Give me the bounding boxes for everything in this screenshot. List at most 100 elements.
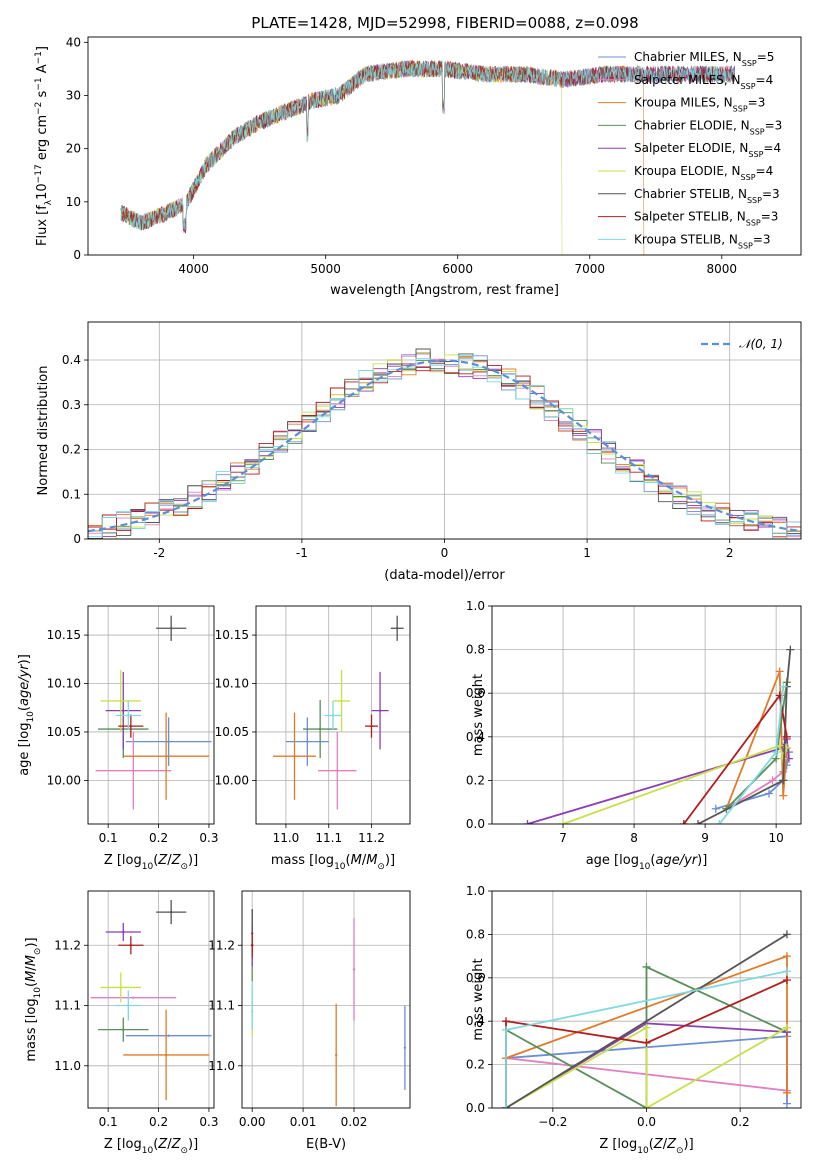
legend-label: Kroupa ELODIE, NSSP=4 xyxy=(634,164,773,182)
x-tick-label: 0.2 xyxy=(731,1115,750,1129)
y-tick-label: 11.0 xyxy=(54,1059,81,1073)
error-bar-point xyxy=(100,972,141,1003)
legend-label-text: Kroupa STELIB, N xyxy=(634,232,738,246)
data-point xyxy=(119,986,122,989)
y-tick-label: 10.05 xyxy=(47,725,81,739)
weight-line xyxy=(505,933,788,1108)
x-tick-label: 0.3 xyxy=(199,1115,218,1129)
y-tick-label: 0.1 xyxy=(62,487,81,501)
data-point xyxy=(127,1004,130,1007)
error-bar-point xyxy=(285,717,329,766)
y-axis-label: mass weight xyxy=(471,674,486,756)
data-point xyxy=(167,740,170,743)
x-tick-label: 11.2 xyxy=(358,831,385,845)
x-tick-label: 0.00 xyxy=(239,1115,266,1129)
legend-label-sub: SSP xyxy=(747,195,762,204)
x-tick-label: 0.2 xyxy=(149,831,168,845)
weight-marker xyxy=(679,820,688,824)
y-axis-label: mass [log10(M/M⊙)] xyxy=(24,937,43,1061)
label-part: ( xyxy=(650,853,655,868)
y-tick-label: 11.0 xyxy=(208,1059,235,1073)
error-bar-point xyxy=(100,669,141,732)
label-part: Z xyxy=(157,1137,168,1152)
axes-frame xyxy=(241,890,411,1109)
y-tick-label: 10.10 xyxy=(215,677,249,691)
x-tick-label: -2 xyxy=(153,546,165,560)
data-point xyxy=(340,699,343,703)
y-tick-label: 40 xyxy=(66,35,81,49)
x-axis-label: (data-model)/error xyxy=(384,568,505,583)
weight-lines xyxy=(502,930,791,1108)
x-axis-label: Z [log10(Z/Z⊙)] xyxy=(599,1137,693,1156)
y-axis-label: mass weight xyxy=(471,958,486,1040)
error-bars xyxy=(250,909,407,1107)
label-part: ( xyxy=(17,706,32,711)
x-axis-label: wavelength [Angstrom, rest frame] xyxy=(330,283,559,298)
label-part: )] xyxy=(17,654,32,664)
y-tick-label: 11.2 xyxy=(208,938,235,952)
weight-series xyxy=(502,952,791,1097)
label-part: ⊙ xyxy=(33,948,43,956)
x-tick-label: 1 xyxy=(583,546,591,560)
label-part: 10 xyxy=(35,183,50,200)
figure-title: PLATE=1428, MJD=52998, FIBERID=0088, z=0… xyxy=(251,14,638,32)
label-part: )] xyxy=(188,853,198,868)
weight-line xyxy=(505,1026,788,1108)
axes-frame xyxy=(87,890,215,1109)
weight-series xyxy=(715,682,788,824)
legend-label: Kroupa MILES, NSSP=3 xyxy=(634,96,765,114)
normal-curve xyxy=(88,359,801,533)
histograms xyxy=(88,348,801,539)
label-part: ⊙ xyxy=(377,862,385,872)
error-bar-point xyxy=(324,700,342,731)
legend-label-text: Kroupa MILES, N xyxy=(634,96,733,110)
legend-label-count: =4 xyxy=(756,164,774,178)
data-point xyxy=(378,709,382,712)
label-part: M xyxy=(24,971,39,982)
weight-marker xyxy=(642,962,651,971)
label-part: ⊙ xyxy=(676,1146,684,1156)
x-axis-label: mass [log10(M/M⊙)] xyxy=(271,853,395,872)
legend-label-count: =4 xyxy=(763,141,781,155)
legend-label: Salpeter MILES, NSSP=4 xyxy=(634,73,773,91)
weight-marker xyxy=(782,975,791,984)
error-bar-point xyxy=(156,900,187,925)
x-axis-label: E(B-V) xyxy=(306,1137,346,1152)
legend-label: Salpeter STELIB, NSSP=3 xyxy=(634,210,778,228)
weight-marker xyxy=(772,748,781,757)
axes-frame xyxy=(87,605,215,825)
weight-lines xyxy=(523,645,795,824)
label-part: Z [log xyxy=(104,1137,142,1152)
data-point xyxy=(119,699,122,703)
error-bar-point xyxy=(125,717,212,766)
label-part: / xyxy=(24,966,39,971)
data-point xyxy=(167,1034,170,1037)
label-part: 10 xyxy=(334,862,346,872)
error-bar-point xyxy=(105,671,141,750)
legend-label-text: Chabrier ELODIE, N xyxy=(634,118,750,132)
label-part: ( xyxy=(649,1137,654,1152)
label-part: −1 xyxy=(34,77,44,90)
x-tick-label: 8000 xyxy=(707,262,738,276)
label-part: mass [log xyxy=(271,853,334,868)
weight-marker xyxy=(502,1017,511,1026)
x-axis-label: Z [log10(Z/Z⊙)] xyxy=(104,853,198,872)
weight-marker xyxy=(782,967,791,976)
label-part: )] xyxy=(684,1137,694,1152)
y-tick-label: 0.0 xyxy=(466,1101,485,1115)
weight-line xyxy=(725,671,788,810)
x-tick-label: 0.1 xyxy=(99,1115,118,1129)
weight-marker xyxy=(782,952,791,961)
label-part: Z xyxy=(171,853,182,868)
label-part: erg cm xyxy=(35,115,50,164)
label-part: Flux [f xyxy=(35,205,50,246)
axes-frame xyxy=(491,890,802,1109)
y-tick-label: 20 xyxy=(66,142,81,156)
spectrum-panel: 4000 5000 6000 7000 8000 0 10 20 30 40 Chabrier MI… xyxy=(34,35,802,298)
weight-marker xyxy=(523,820,532,824)
mass-vs-Z-panel: 0.1 0.2 0.311.011.111.2Z [log10(Z/Z⊙)]mass… xyxy=(24,890,219,1156)
legend-label-text: Chabrier MILES, N xyxy=(634,50,742,64)
x-tick-label: 10 xyxy=(768,831,783,845)
y-tick-label: 10.15 xyxy=(47,628,81,642)
